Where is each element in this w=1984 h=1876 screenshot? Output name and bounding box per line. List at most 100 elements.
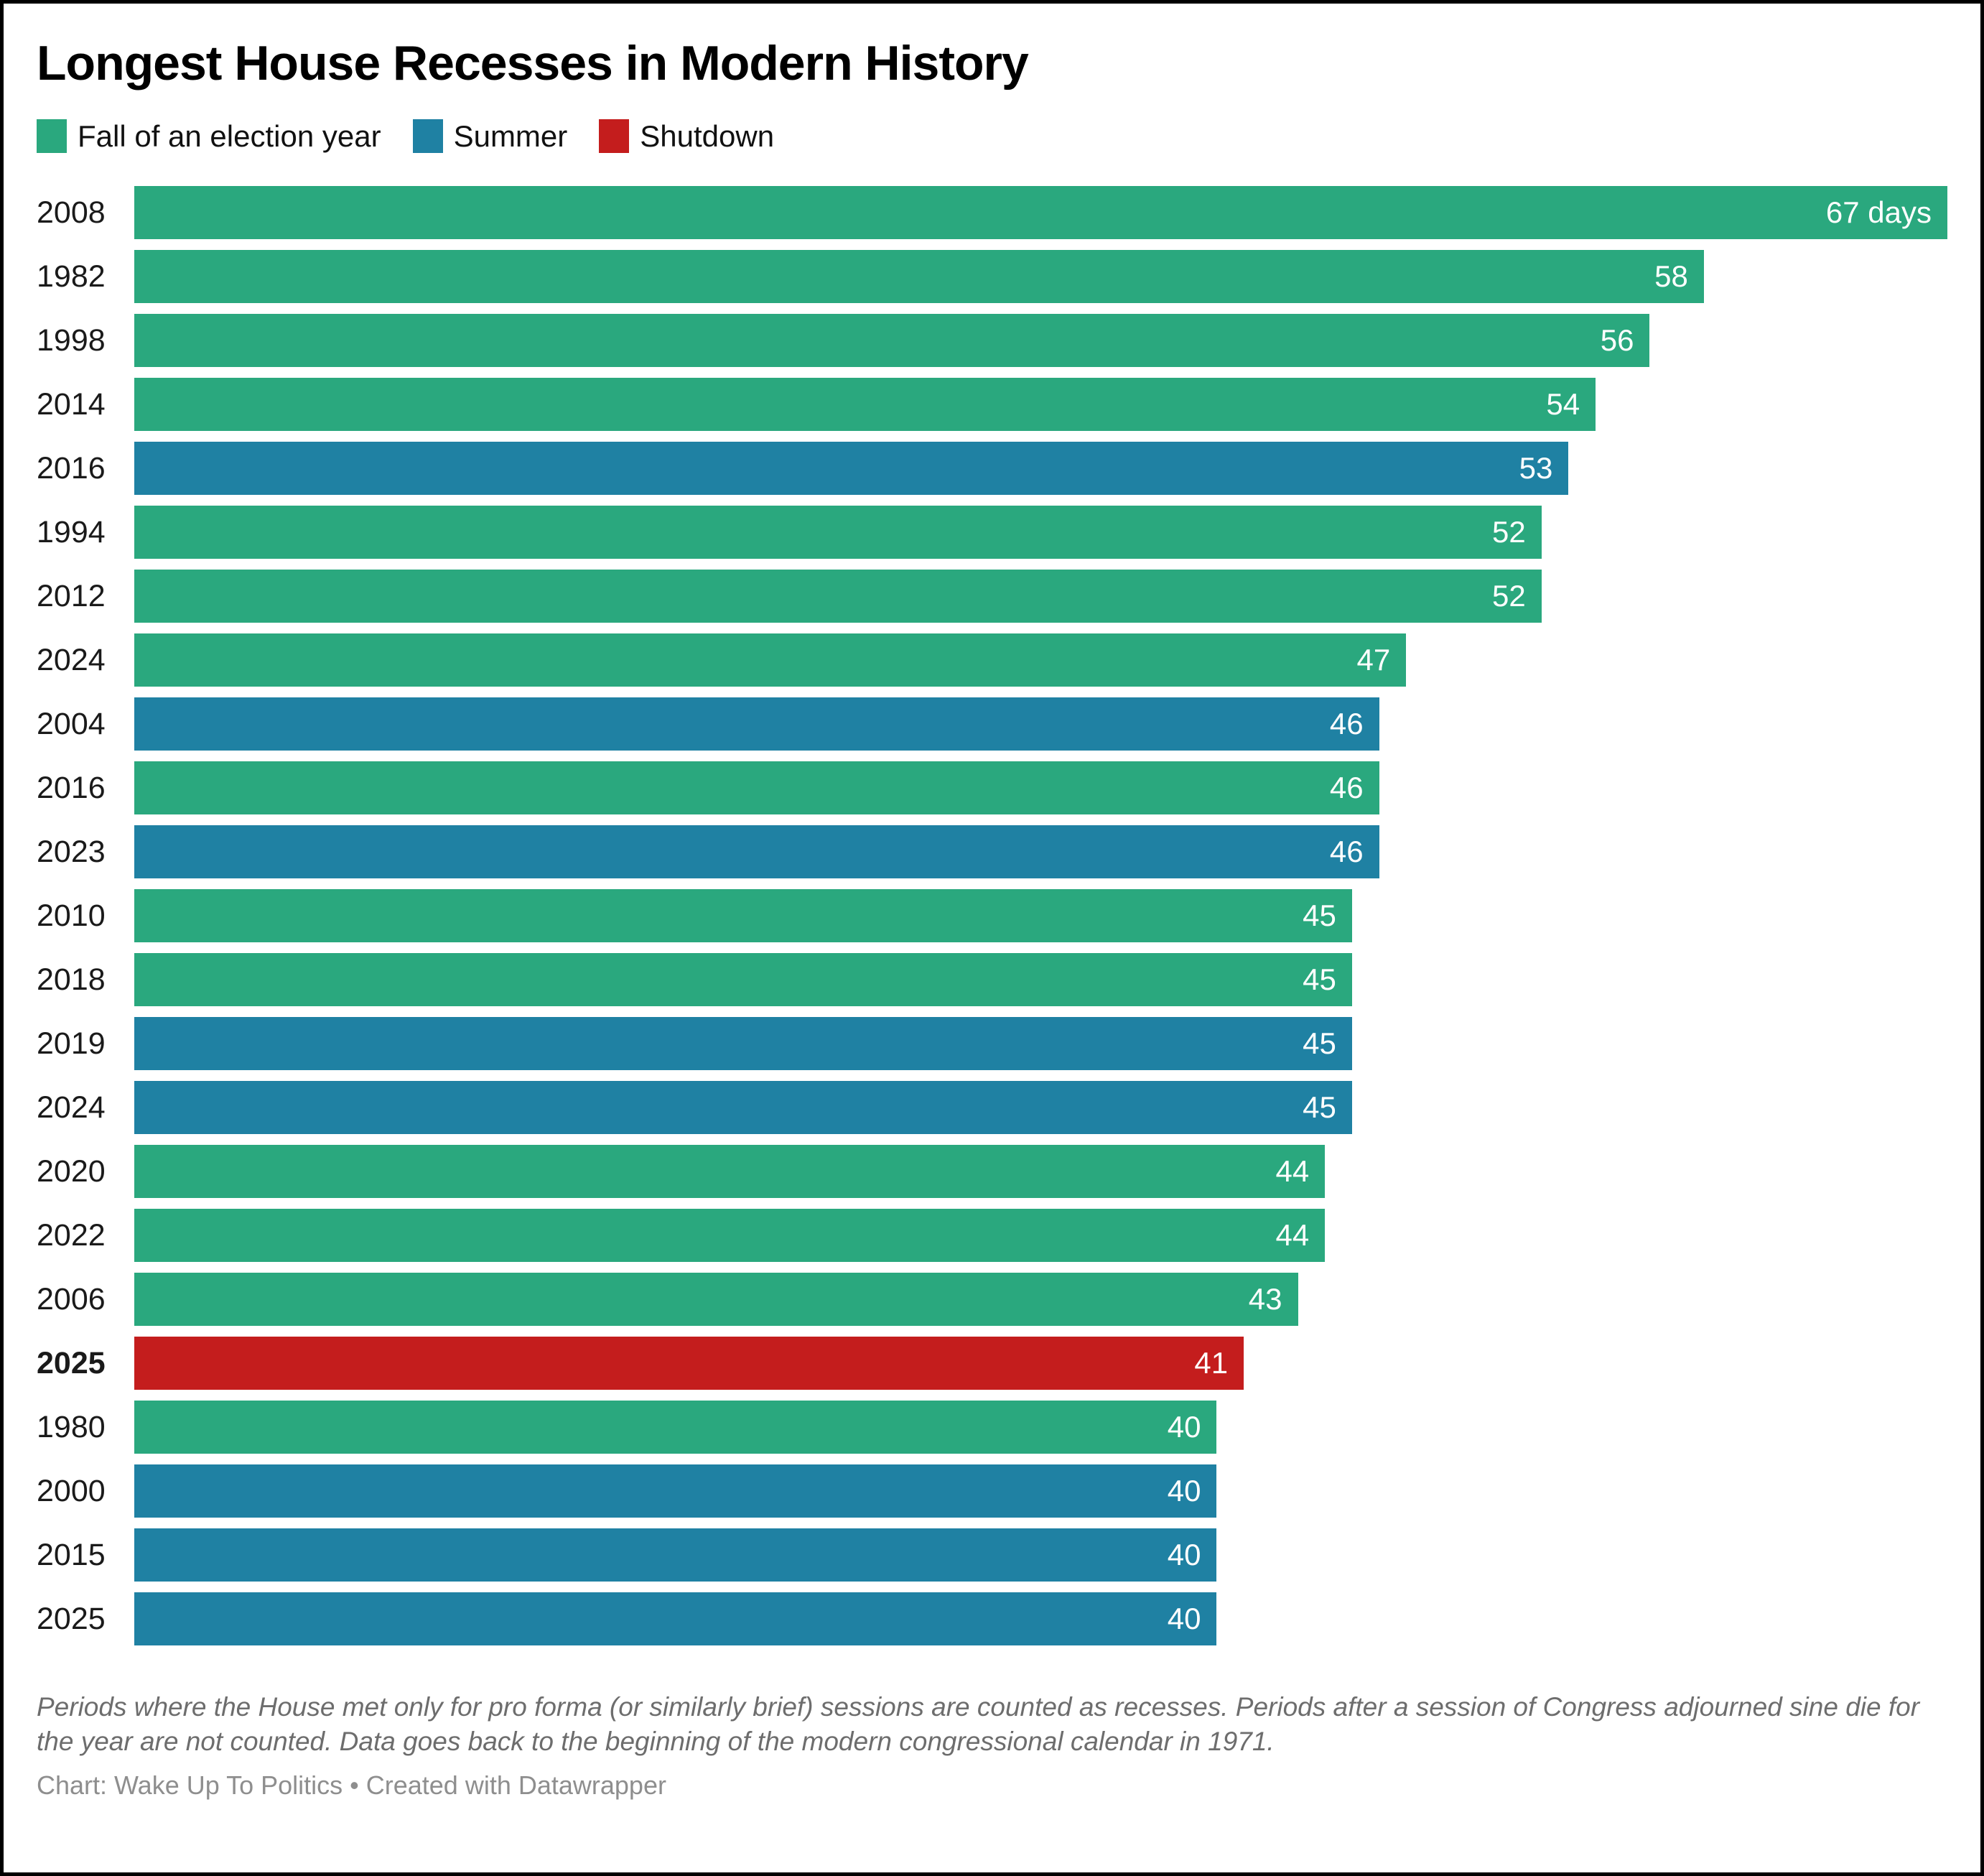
- bar-track: 40: [134, 1401, 1947, 1454]
- bar: 54: [134, 378, 1596, 432]
- bar-row: 1994 52: [37, 501, 1947, 565]
- legend-item: Fall of an election year: [37, 119, 381, 154]
- year-label: 2025: [37, 1345, 106, 1380]
- bar-value-label: 40: [1167, 1602, 1201, 1636]
- bar-track: 58: [134, 250, 1947, 304]
- bar-track: 67 days: [134, 186, 1947, 240]
- legend-label: Fall of an election year: [78, 119, 381, 153]
- bar-row: 2010 45: [37, 884, 1947, 948]
- bar-value-label: 67 days: [1825, 195, 1932, 230]
- year-label: 2025: [37, 1601, 106, 1636]
- bar: 47: [134, 633, 1407, 687]
- bar-row: 2024 45: [37, 1076, 1947, 1140]
- bar-track: 40: [134, 1592, 1947, 1646]
- bar-value-label: 45: [1303, 898, 1336, 933]
- bar: 40: [134, 1401, 1217, 1454]
- bar: 45: [134, 953, 1352, 1007]
- bar-row: 2018 45: [37, 948, 1947, 1012]
- bar-track: 44: [134, 1145, 1947, 1199]
- year-label: 2000: [37, 1473, 106, 1508]
- bar-track: 45: [134, 1081, 1947, 1135]
- bar-track: 43: [134, 1273, 1947, 1327]
- bar: 41: [134, 1337, 1244, 1390]
- bar-track: 52: [134, 570, 1947, 623]
- bar-row: 2008 67 days: [37, 181, 1947, 245]
- bar: 44: [134, 1145, 1326, 1199]
- bar-row: 2022 44: [37, 1204, 1947, 1268]
- bar-value-label: 45: [1303, 1026, 1336, 1061]
- bar-value-label: 40: [1167, 1538, 1201, 1572]
- bar-chart: 2008 67 days 1982 58 1998 56 2014 54 2016 53 1994 5…: [37, 181, 1947, 1651]
- bar-track: 45: [134, 1017, 1947, 1071]
- bar-row: 1998 56: [37, 309, 1947, 373]
- year-label: 2024: [37, 1090, 106, 1125]
- year-label: 2006: [37, 1281, 106, 1317]
- year-label: 2015: [37, 1537, 106, 1572]
- bar-value-label: 46: [1329, 707, 1364, 741]
- bar: 52: [134, 506, 1542, 559]
- bar-row: 2019 45: [37, 1012, 1947, 1076]
- bar-track: 53: [134, 442, 1947, 496]
- bar-value-label: 56: [1600, 323, 1634, 358]
- bar-track: 41: [134, 1337, 1947, 1390]
- bar-row: 2004 46: [37, 692, 1947, 756]
- legend-swatch-icon: [37, 119, 67, 154]
- year-label: 2018: [37, 962, 106, 997]
- year-label: 2004: [37, 706, 106, 741]
- bar-track: 46: [134, 761, 1947, 815]
- year-label: 2020: [37, 1153, 106, 1189]
- bar-row: 2020 44: [37, 1140, 1947, 1204]
- bar-track: 46: [134, 825, 1947, 879]
- bar-row: 2025 40: [37, 1587, 1947, 1651]
- bar: 52: [134, 570, 1542, 623]
- year-label: 1980: [37, 1409, 106, 1444]
- chart-title: Longest House Recesses in Modern History: [37, 36, 1029, 90]
- bar: 45: [134, 1017, 1352, 1071]
- bar: 40: [134, 1528, 1217, 1582]
- bar-value-label: 45: [1303, 962, 1336, 997]
- bar-value-label: 46: [1329, 835, 1364, 869]
- bar-row: 2023 46: [37, 820, 1947, 884]
- bar: 44: [134, 1209, 1326, 1263]
- bar-value-label: 52: [1491, 579, 1526, 613]
- year-label: 1994: [37, 514, 106, 549]
- bar-track: 40: [134, 1528, 1947, 1582]
- byline: Chart: Wake Up To Politics • Created wit…: [37, 1770, 666, 1800]
- bar: 56: [134, 314, 1650, 368]
- bar-value-label: 40: [1167, 1474, 1201, 1508]
- bar: 53: [134, 442, 1569, 496]
- bar-value-label: 54: [1546, 387, 1580, 422]
- bar-row: 2006 43: [37, 1268, 1947, 1332]
- year-label: 2016: [37, 450, 106, 486]
- bar: 46: [134, 761, 1379, 815]
- bar-row: 2016 46: [37, 756, 1947, 820]
- year-label: 2022: [37, 1217, 106, 1253]
- legend-swatch-icon: [412, 119, 443, 154]
- legend-swatch-icon: [599, 119, 630, 154]
- bar-value-label: 58: [1654, 259, 1688, 294]
- footnote: Periods where the House met only for pro…: [37, 1691, 1920, 1756]
- bar-row: 1980 40: [37, 1396, 1947, 1459]
- year-label: 1998: [37, 322, 106, 358]
- bar-value-label: 45: [1303, 1090, 1336, 1125]
- year-label: 2024: [37, 642, 106, 677]
- bar: 46: [134, 825, 1379, 879]
- bar-track: 47: [134, 633, 1947, 687]
- bar-track: 45: [134, 889, 1947, 943]
- bar-track: 54: [134, 378, 1947, 432]
- bar: 45: [134, 1081, 1352, 1135]
- bar-track: 44: [134, 1209, 1947, 1263]
- bar: 67 days: [134, 186, 1947, 240]
- bar-value-label: 41: [1194, 1346, 1229, 1380]
- bar-value-label: 47: [1356, 643, 1391, 677]
- bar-row: 2016 53: [37, 437, 1947, 501]
- year-label: 2014: [37, 386, 106, 422]
- bar-track: 45: [134, 953, 1947, 1007]
- legend: Fall of an election year Summer Shutdown: [37, 119, 1947, 154]
- bar: 45: [134, 889, 1352, 943]
- chart-card: Longest House Recesses in Modern History…: [4, 4, 1980, 1872]
- bar-track: 52: [134, 506, 1947, 559]
- bar-track: 56: [134, 314, 1947, 368]
- legend-label: Summer: [453, 119, 568, 153]
- legend-item: Summer: [412, 119, 568, 154]
